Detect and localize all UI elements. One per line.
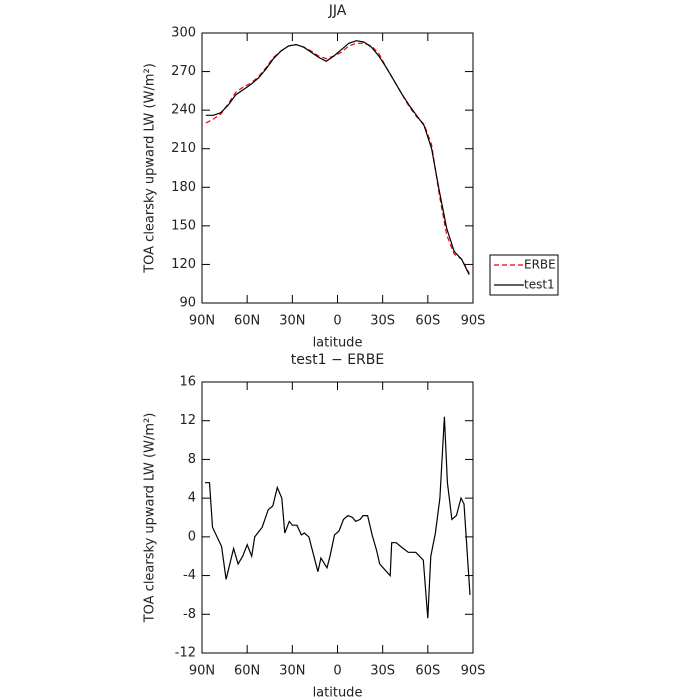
y-tick-label: 270 <box>171 64 196 79</box>
x-axis-label: latitude <box>313 336 363 351</box>
chart-title: JJA <box>328 3 347 19</box>
y-tick-label: -4 <box>183 568 196 583</box>
y-tick-label: 120 <box>171 257 196 272</box>
y-tick-label: 90 <box>179 296 196 311</box>
legend-label: ERBE <box>524 258 556 272</box>
x-tick-label: 90S <box>461 314 486 329</box>
y-tick-label: -8 <box>183 607 196 622</box>
chart-title: test1 − ERBE <box>291 352 384 368</box>
x-tick-label: 60S <box>415 314 440 329</box>
y-tick-label: 12 <box>179 413 196 428</box>
legend-box <box>489 254 559 296</box>
x-tick-label: 30S <box>370 664 395 679</box>
x-tick-label: 90N <box>189 314 215 329</box>
y-axis-label: TOA clearsky upward LW (W/m²) <box>143 413 158 624</box>
y-tick-label: 210 <box>171 141 196 156</box>
y-tick-label: -12 <box>175 646 196 661</box>
y-tick-label: 240 <box>171 103 196 118</box>
y-tick-label: 16 <box>179 375 196 390</box>
x-tick-label: 90N <box>189 664 215 679</box>
plot-frame <box>201 381 474 654</box>
y-tick-label: 150 <box>171 218 196 233</box>
y-tick-label: 300 <box>171 26 196 41</box>
x-tick-label: 30S <box>370 314 395 329</box>
x-tick-label: 60S <box>415 664 440 679</box>
legend-label: test1 <box>524 278 555 292</box>
x-tick-label: 0 <box>333 314 341 329</box>
line-series <box>205 42 470 274</box>
line-series <box>205 40 470 275</box>
y-axis-label: TOA clearsky upward LW (W/m²) <box>143 63 158 274</box>
y-tick-label: 0 <box>188 529 196 544</box>
y-tick-label: 180 <box>171 180 196 195</box>
x-tick-label: 60N <box>234 314 260 329</box>
line-series <box>205 416 471 619</box>
x-tick-label: 90S <box>461 664 486 679</box>
y-tick-label: 8 <box>188 452 196 467</box>
x-tick-label: 0 <box>333 664 341 679</box>
y-tick-label: 4 <box>188 491 196 506</box>
x-tick-label: 60N <box>234 664 260 679</box>
x-tick-label: 30N <box>279 314 305 329</box>
plot-frame <box>201 32 474 304</box>
x-axis-label: latitude <box>313 686 363 700</box>
x-tick-label: 30N <box>279 664 305 679</box>
